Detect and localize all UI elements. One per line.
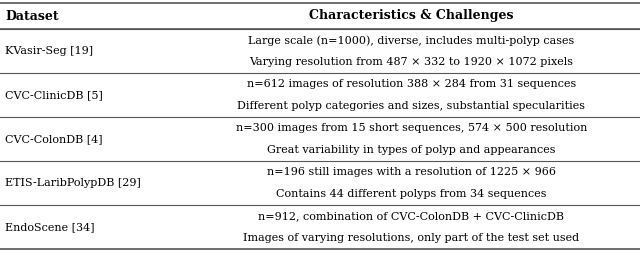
- Text: CVC-ColonDB [4]: CVC-ColonDB [4]: [5, 134, 103, 144]
- Text: Large scale (n=1000), diverse, includes multi-polyp cases: Large scale (n=1000), diverse, includes …: [248, 35, 574, 45]
- Text: Great variability in types of polyp and appearances: Great variability in types of polyp and …: [267, 145, 556, 155]
- Text: Dataset: Dataset: [5, 10, 59, 23]
- Text: EndoScene [34]: EndoScene [34]: [5, 222, 95, 232]
- Text: n=196 still images with a resolution of 1225 × 966: n=196 still images with a resolution of …: [267, 167, 556, 177]
- Text: CVC-ClinicDB [5]: CVC-ClinicDB [5]: [5, 90, 103, 100]
- Text: n=612 images of resolution 388 × 284 from 31 sequences: n=612 images of resolution 388 × 284 fro…: [246, 79, 576, 89]
- Text: Varying resolution from 487 × 332 to 1920 × 1072 pixels: Varying resolution from 487 × 332 to 192…: [249, 57, 573, 67]
- Text: Images of varying resolutions, only part of the test set used: Images of varying resolutions, only part…: [243, 233, 579, 243]
- Text: KVasir-Seg [19]: KVasir-Seg [19]: [5, 46, 93, 56]
- Text: ETIS-LaribPolypDB [29]: ETIS-LaribPolypDB [29]: [5, 178, 141, 188]
- Text: Characteristics & Challenges: Characteristics & Challenges: [309, 10, 513, 23]
- Text: n=912, combination of CVC-ColonDB + CVC-ClinicDB: n=912, combination of CVC-ColonDB + CVC-…: [258, 211, 564, 221]
- Text: Different polyp categories and sizes, substantial specularities: Different polyp categories and sizes, su…: [237, 101, 585, 111]
- Text: n=300 images from 15 short sequences, 574 × 500 resolution: n=300 images from 15 short sequences, 57…: [236, 123, 587, 133]
- Text: Contains 44 different polyps from 34 sequences: Contains 44 different polyps from 34 seq…: [276, 189, 547, 199]
